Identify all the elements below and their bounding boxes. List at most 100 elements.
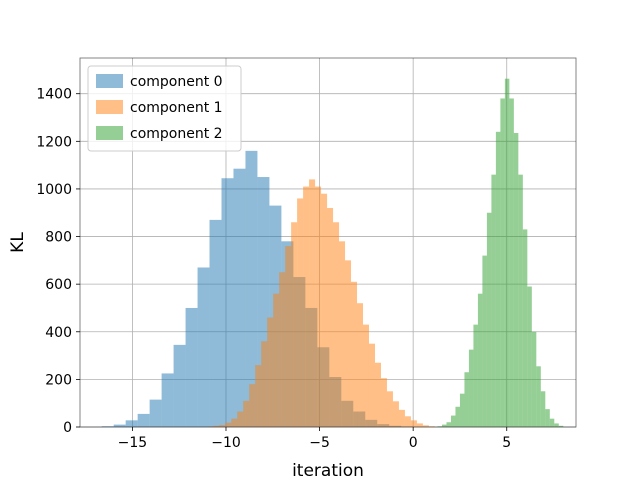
histogram-bar-series-0: [185, 307, 198, 427]
x-tick-label: 0: [409, 435, 418, 451]
histogram-bar-series-1: [303, 186, 310, 427]
histogram-bar-series-2: [513, 132, 519, 427]
histogram-bar-series-1: [321, 193, 328, 427]
y-tick-label: 600: [45, 277, 72, 293]
histogram-bar-series-1: [386, 391, 393, 427]
x-tick-label: −5: [309, 435, 330, 451]
histogram-bar-series-0: [125, 420, 138, 427]
histogram-bar-series-1: [357, 303, 364, 427]
histogram-bar-series-2: [518, 174, 523, 427]
histogram-bar-series-1: [339, 241, 346, 427]
histogram-bar-series-1: [273, 293, 280, 427]
y-axis-ticks: 0 200 400 600 800 1000 1200 1400: [36, 87, 80, 436]
y-tick-label: 1000: [36, 182, 72, 198]
histogram-bar-series-2: [441, 424, 447, 427]
histogram-bar-series-2: [545, 409, 550, 427]
histogram-bar-series-0: [233, 168, 246, 427]
x-tick-label: −15: [118, 435, 148, 451]
histogram-bar-series-2: [531, 331, 537, 427]
legend-swatch: [96, 100, 123, 114]
x-axis-label: iteration: [292, 461, 364, 480]
histogram-bar-series-2: [504, 78, 510, 428]
histogram-bar-series-1: [249, 384, 256, 427]
histogram-bar-series-1: [231, 418, 238, 427]
histogram-bar-series-0: [173, 344, 186, 427]
plot-frame: [79, 57, 577, 428]
histogram-bar-series-2: [459, 393, 465, 427]
histogram-bar-series-2: [450, 415, 456, 427]
histogram-bar-series-1: [404, 416, 411, 427]
histogram-bar-series-1: [392, 401, 399, 427]
histogram-bar-series-1: [315, 186, 322, 427]
histogram-bar-series-1: [291, 222, 298, 427]
histogram-bar-series-2: [455, 406, 460, 427]
y-tick-label: 1400: [36, 87, 72, 103]
histogram-bar-series-2: [527, 286, 532, 427]
histogram-bar-series-1: [416, 423, 423, 427]
histogram-bar-series-0: [161, 373, 174, 427]
legend-swatch: [96, 74, 123, 88]
legend-label: component 0: [130, 74, 223, 90]
histogram-bar-series-0: [197, 267, 210, 427]
histogram-bar-series-1: [309, 179, 316, 427]
histogram-bar-series-2: [540, 391, 546, 427]
histogram-bar-series-1: [410, 420, 417, 427]
histogram-bar-series-1: [243, 400, 250, 427]
y-tick-label: 200: [45, 372, 72, 388]
histogram-bar-series-1: [225, 422, 232, 427]
legend: component 0 component 1 component 2: [87, 65, 242, 152]
histogram-bar-series-1: [368, 343, 375, 427]
y-tick-label: 800: [45, 230, 72, 246]
histogram-bar-series-1: [422, 425, 429, 427]
legend-label: component 2: [130, 126, 223, 142]
histogram-bar-series-1: [279, 272, 286, 427]
histogram-bar-series-0: [209, 219, 222, 427]
histogram-bar-series-1: [261, 341, 268, 427]
histogram-bar-series-2: [473, 324, 478, 427]
histogram-bar-series-1: [398, 409, 405, 427]
histogram-bar-series-2: [554, 423, 559, 427]
histogram-bar-series-2: [491, 174, 496, 427]
histogram-bar-series-1: [327, 207, 334, 427]
histogram-bar-series-1: [374, 362, 381, 427]
histogram-bar-series-0: [137, 413, 150, 427]
histogram-bar-series-0: [245, 150, 258, 427]
histogram-bar-series-1: [213, 425, 220, 427]
legend-label: component 1: [130, 100, 223, 116]
histogram-bars: [101, 78, 564, 428]
histogram-bar-series-2: [477, 293, 483, 427]
histogram-bar-series-0: [257, 177, 270, 427]
histogram-bar-series-0: [149, 399, 162, 427]
y-tick-label: 0: [63, 420, 72, 436]
histogram-bar-series-1: [351, 281, 358, 427]
histogram-bar-series-2: [486, 212, 492, 427]
histogram-bar-series-2: [558, 425, 564, 427]
histogram-bar-series-1: [380, 378, 387, 427]
histogram-bar-series-2: [500, 98, 505, 427]
histogram-bar-series-2: [536, 366, 541, 427]
histogram-bar-series-1: [237, 411, 244, 427]
histogram-bar-series-1: [267, 317, 274, 427]
histogram-bar-series-0: [221, 178, 234, 427]
histogram-bar-series-1: [345, 260, 352, 427]
histogram-bar-series-2: [522, 229, 528, 427]
histogram-bar-series-2: [495, 131, 501, 428]
histogram-bar-series-1: [219, 425, 226, 427]
histogram-bar-series-1: [255, 365, 262, 427]
y-axis-label: KL: [8, 232, 28, 253]
y-tick-label: 400: [45, 325, 72, 341]
histogram-bar-series-1: [285, 246, 292, 427]
legend-swatch: [96, 126, 123, 140]
x-tick-label: −10: [211, 435, 241, 451]
histogram-bar-series-2: [509, 98, 514, 427]
y-tick-label: 1200: [36, 134, 72, 150]
histogram-bar-series-0: [113, 424, 126, 427]
histogram-bar-series-1: [363, 324, 369, 427]
histogram-bar-series-2: [446, 422, 451, 427]
legend-box: [87, 65, 242, 152]
histogram-bar-series-2: [482, 255, 487, 427]
histogram-bar-series-1: [333, 222, 340, 427]
x-axis-ticks: −15 −10 −5 0 5: [118, 427, 511, 451]
histogram-bar-series-2: [464, 372, 469, 427]
